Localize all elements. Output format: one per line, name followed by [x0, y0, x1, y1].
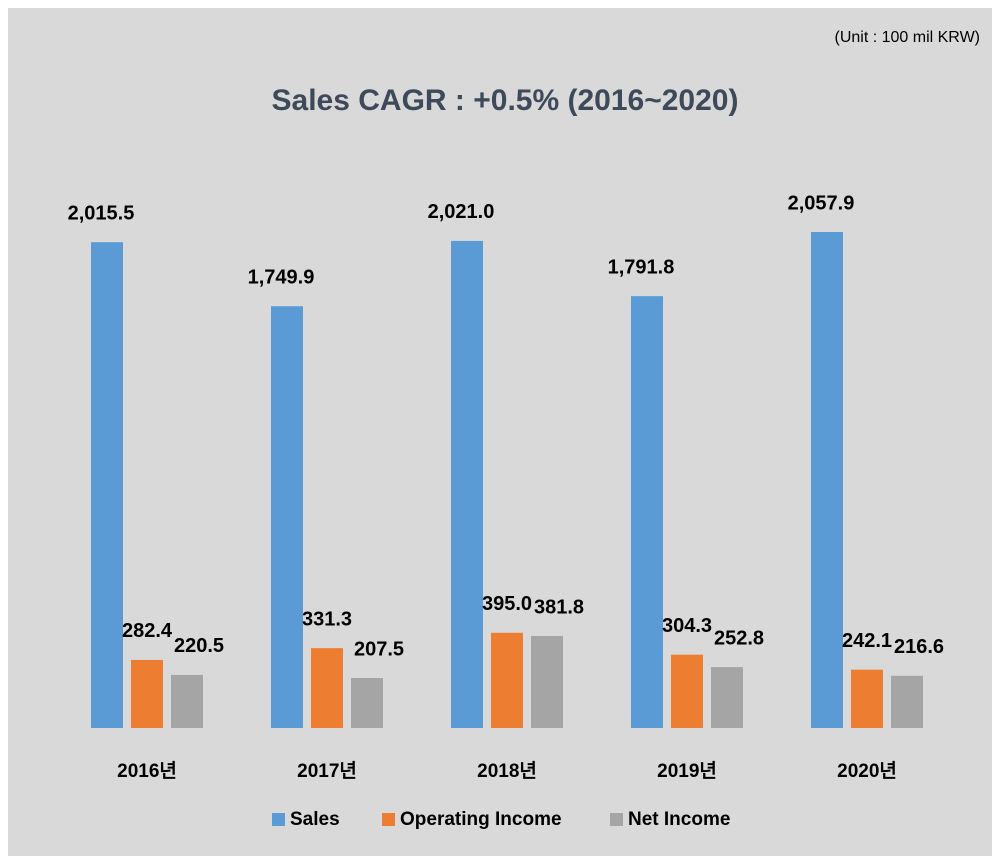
data-label: 2,021.0	[428, 201, 495, 223]
bar	[491, 632, 523, 728]
bar	[91, 242, 123, 728]
chart-background	[8, 8, 992, 856]
data-label: 2,057.9	[788, 192, 855, 214]
bar	[311, 648, 343, 728]
data-label: 207.5	[354, 638, 404, 660]
bar	[451, 240, 483, 728]
data-label: 2,015.5	[68, 203, 135, 225]
data-label: 1,749.9	[248, 267, 315, 289]
bar	[851, 669, 883, 728]
x-tick-label: 2020년	[837, 760, 897, 782]
legend-swatch	[610, 813, 623, 826]
data-label: 252.8	[714, 627, 764, 649]
legend-label: Operating Income	[400, 809, 562, 830]
legend-label: Net Income	[628, 809, 730, 830]
data-label: 381.8	[534, 596, 584, 618]
bar	[271, 306, 303, 728]
x-tick-label: 2016년	[117, 760, 177, 782]
unit-note: (Unit : 100 mil KRW)	[834, 29, 980, 46]
bar	[351, 677, 383, 728]
x-tick-label: 2018년	[477, 760, 537, 782]
x-tick-label: 2017년	[297, 760, 357, 782]
bar	[531, 635, 563, 728]
bar	[131, 659, 163, 728]
bar	[711, 667, 743, 728]
bar	[811, 232, 843, 728]
legend-swatch	[382, 813, 395, 826]
bar	[631, 296, 663, 728]
x-tick-label: 2019년	[657, 760, 717, 782]
data-label: 220.5	[174, 635, 224, 657]
legend-label: Sales	[290, 809, 340, 830]
chart-title: Sales CAGR : +0.5% (2016~2020)	[272, 84, 739, 117]
bar	[891, 675, 923, 728]
legend-swatch	[272, 813, 285, 826]
bar	[171, 674, 203, 728]
data-label: 216.6	[894, 636, 944, 658]
data-label: 395.0	[482, 593, 532, 615]
data-label: 331.3	[302, 608, 352, 630]
bar	[671, 654, 703, 728]
data-label: 1,791.8	[608, 256, 675, 278]
data-label: 282.4	[122, 620, 173, 642]
data-label: 242.1	[842, 630, 892, 652]
data-label: 304.3	[662, 615, 712, 637]
